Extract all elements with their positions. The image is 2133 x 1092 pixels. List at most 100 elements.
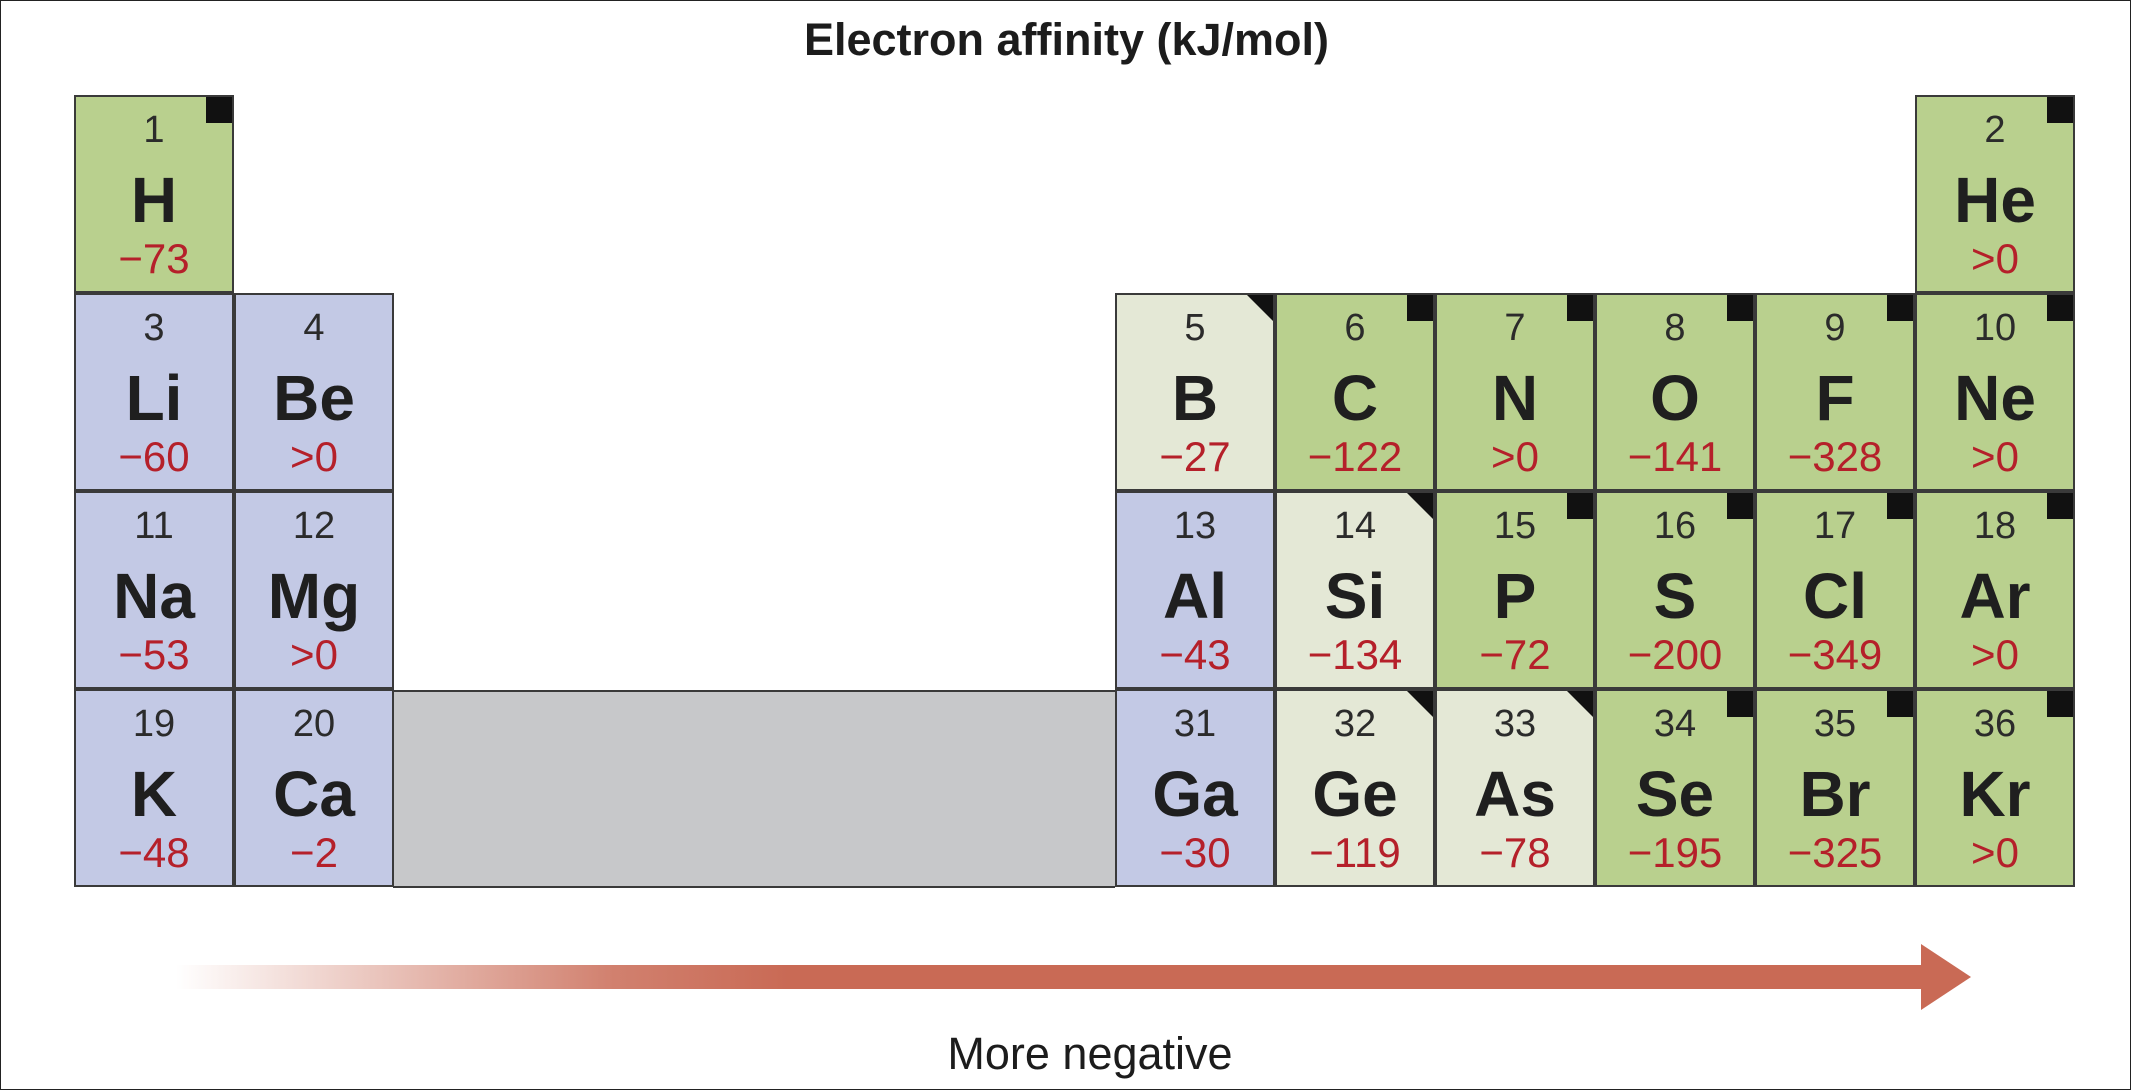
atomic-number: 3 bbox=[143, 307, 165, 349]
nonmetal-marker-icon bbox=[1567, 493, 1593, 519]
electron-affinity-value: −134 bbox=[1307, 631, 1403, 678]
element-symbol: Ar bbox=[1959, 560, 2031, 632]
figure-title: Electron affinity (kJ/mol) bbox=[803, 14, 1330, 65]
nonmetal-marker-icon bbox=[1727, 295, 1753, 321]
more-negative-arrow bbox=[176, 944, 1971, 1010]
electron-affinity-value: −53 bbox=[118, 631, 190, 678]
element-cell-n: 7 N >0 bbox=[1435, 293, 1595, 491]
atomic-number: 34 bbox=[1653, 703, 1697, 745]
nonmetal-marker-icon bbox=[1727, 691, 1753, 717]
element-cell-br: 35 Br −325 bbox=[1755, 689, 1915, 887]
electron-affinity-value: −328 bbox=[1787, 433, 1883, 480]
element-symbol: S bbox=[1653, 560, 1697, 632]
metalloid-marker-icon bbox=[1567, 691, 1593, 717]
transition-metals-gap bbox=[393, 690, 1115, 888]
electron-affinity-value: −60 bbox=[118, 433, 190, 480]
atomic-number: 36 bbox=[1973, 703, 2017, 745]
element-cell-f: 9 F −328 bbox=[1755, 293, 1915, 491]
element-symbol: Ca bbox=[273, 758, 355, 830]
element-cell-c: 6 C −122 bbox=[1275, 293, 1435, 491]
element-symbol: N bbox=[1491, 362, 1539, 434]
element-symbol: Li bbox=[125, 362, 183, 434]
arrow-label: More negative bbox=[947, 1028, 1233, 1079]
electron-affinity-value: −141 bbox=[1627, 433, 1723, 480]
element-cell-p: 15 P −72 bbox=[1435, 491, 1595, 689]
element-symbol: He bbox=[1954, 164, 2036, 236]
electron-affinity-value: −73 bbox=[118, 235, 190, 282]
element-cell-as: 33 As −78 bbox=[1435, 689, 1595, 887]
electron-affinity-value: −30 bbox=[1159, 829, 1231, 876]
atomic-number: 6 bbox=[1344, 307, 1366, 349]
atomic-number: 9 bbox=[1824, 307, 1846, 349]
element-cell-si: 14 Si −134 bbox=[1275, 491, 1435, 689]
atomic-number: 8 bbox=[1664, 307, 1686, 349]
arrow-shaft bbox=[176, 965, 1924, 989]
nonmetal-marker-icon bbox=[1567, 295, 1593, 321]
element-cell-o: 8 O −141 bbox=[1595, 293, 1755, 491]
electron-affinity-value: >0 bbox=[1971, 829, 2019, 876]
atomic-number: 4 bbox=[303, 307, 325, 349]
atomic-number: 35 bbox=[1813, 703, 1857, 745]
electron-affinity-value: −72 bbox=[1479, 631, 1551, 678]
electron-affinity-value: −195 bbox=[1627, 829, 1723, 876]
electron-affinity-value: −122 bbox=[1307, 433, 1403, 480]
electron-affinity-value: −27 bbox=[1159, 433, 1231, 480]
element-symbol: Cl bbox=[1803, 560, 1867, 632]
nonmetal-marker-icon bbox=[2047, 691, 2073, 717]
element-symbol: Be bbox=[273, 362, 355, 434]
nonmetal-marker-icon bbox=[1727, 493, 1753, 519]
element-symbol: Ne bbox=[1954, 362, 2036, 434]
element-symbol: Mg bbox=[267, 560, 361, 632]
element-symbol: As bbox=[1474, 758, 1556, 830]
element-symbol: O bbox=[1650, 362, 1700, 434]
atomic-number: 14 bbox=[1333, 505, 1377, 547]
atomic-number: 16 bbox=[1653, 505, 1697, 547]
electron-affinity-value: −78 bbox=[1479, 829, 1551, 876]
element-cell-s: 16 S −200 bbox=[1595, 491, 1755, 689]
arrow-head bbox=[1921, 944, 1971, 1010]
atomic-number: 33 bbox=[1493, 703, 1537, 745]
electron-affinity-value: >0 bbox=[1971, 235, 2019, 282]
atomic-number: 31 bbox=[1173, 703, 1217, 745]
atomic-number: 20 bbox=[292, 703, 336, 745]
atomic-number: 10 bbox=[1973, 307, 2017, 349]
element-symbol: C bbox=[1331, 362, 1379, 434]
electron-affinity-value: −200 bbox=[1627, 631, 1723, 678]
element-symbol: F bbox=[1815, 362, 1855, 434]
atomic-number: 32 bbox=[1333, 703, 1377, 745]
element-symbol: Br bbox=[1799, 758, 1871, 830]
nonmetal-marker-icon bbox=[1887, 691, 1913, 717]
electron-affinity-value: −48 bbox=[118, 829, 190, 876]
electron-affinity-value: −325 bbox=[1787, 829, 1883, 876]
nonmetal-marker-icon bbox=[1407, 295, 1433, 321]
atomic-number: 19 bbox=[132, 703, 176, 745]
element-symbol: Ga bbox=[1152, 758, 1238, 830]
periodic-table: 1 H −73 2 He >0 3 Li −60 4 Be >0 5 B −27 6 C −122 7 N >0 8 O −1… bbox=[74, 95, 2075, 888]
atomic-number: 18 bbox=[1973, 505, 2017, 547]
electron-affinity-value: >0 bbox=[1971, 433, 2019, 480]
element-cell-ar: 18 Ar >0 bbox=[1915, 491, 2075, 689]
atomic-number: 1 bbox=[143, 109, 165, 151]
element-cell-k: 19 K −48 bbox=[74, 689, 234, 887]
metalloid-marker-icon bbox=[1407, 493, 1433, 519]
nonmetal-marker-icon bbox=[2047, 97, 2073, 123]
element-symbol: B bbox=[1171, 362, 1219, 434]
nonmetal-marker-icon bbox=[2047, 295, 2073, 321]
element-symbol: Al bbox=[1163, 560, 1227, 632]
electron-affinity-value: >0 bbox=[290, 631, 338, 678]
element-cell-na: 11 Na −53 bbox=[74, 491, 234, 689]
element-symbol: Si bbox=[1324, 560, 1386, 632]
electron-affinity-value: >0 bbox=[1491, 433, 1539, 480]
metalloid-marker-icon bbox=[1407, 691, 1433, 717]
atomic-number: 7 bbox=[1504, 307, 1526, 349]
atomic-number: 13 bbox=[1173, 505, 1217, 547]
nonmetal-marker-icon bbox=[206, 97, 232, 123]
element-cell-he: 2 He >0 bbox=[1915, 95, 2075, 293]
nonmetal-marker-icon bbox=[1887, 493, 1913, 519]
metalloid-marker-icon bbox=[1247, 295, 1273, 321]
nonmetal-marker-icon bbox=[1887, 295, 1913, 321]
electron-affinity-value: −2 bbox=[290, 829, 338, 876]
atomic-number: 12 bbox=[292, 505, 336, 547]
element-cell-ca: 20 Ca −2 bbox=[234, 689, 394, 887]
